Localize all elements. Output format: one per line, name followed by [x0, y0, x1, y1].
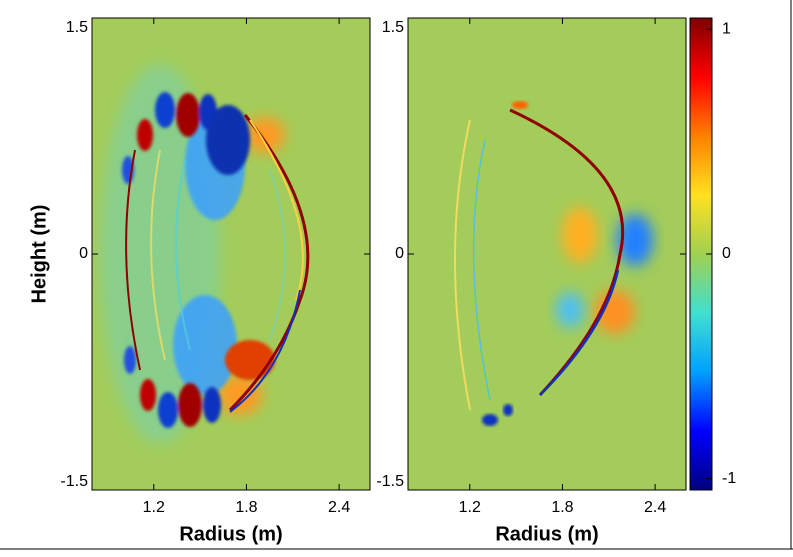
colorbar-tick-label: 1: [722, 20, 731, 37]
y-tick-label: -1.5: [376, 473, 404, 490]
x-tick-label: 2.4: [328, 499, 350, 516]
y-tick-label: 0: [395, 245, 404, 262]
x-tick-label: 1.2: [143, 499, 165, 516]
field-image: [408, 18, 686, 490]
x-tick-label: 1.2: [459, 499, 481, 516]
y-tick-label: 1.5: [382, 19, 404, 36]
x-tick-label: 1.8: [235, 499, 257, 516]
x-axis-label: Radius (m): [495, 523, 598, 545]
x-tick-label: 1.8: [551, 499, 573, 516]
x-tick-label: 2.4: [644, 499, 666, 516]
x-axis-label: Radius (m): [179, 523, 282, 545]
field-image: [92, 18, 370, 490]
y-tick-label: -1.5: [60, 473, 88, 490]
y-tick-label: 0: [79, 245, 88, 262]
colorbar-tick-label: 0: [722, 245, 731, 262]
y-tick-label: 1.5: [66, 19, 88, 36]
y-axis-label: Height (m): [28, 205, 50, 304]
colorbar-tick-label: -1: [722, 470, 736, 487]
